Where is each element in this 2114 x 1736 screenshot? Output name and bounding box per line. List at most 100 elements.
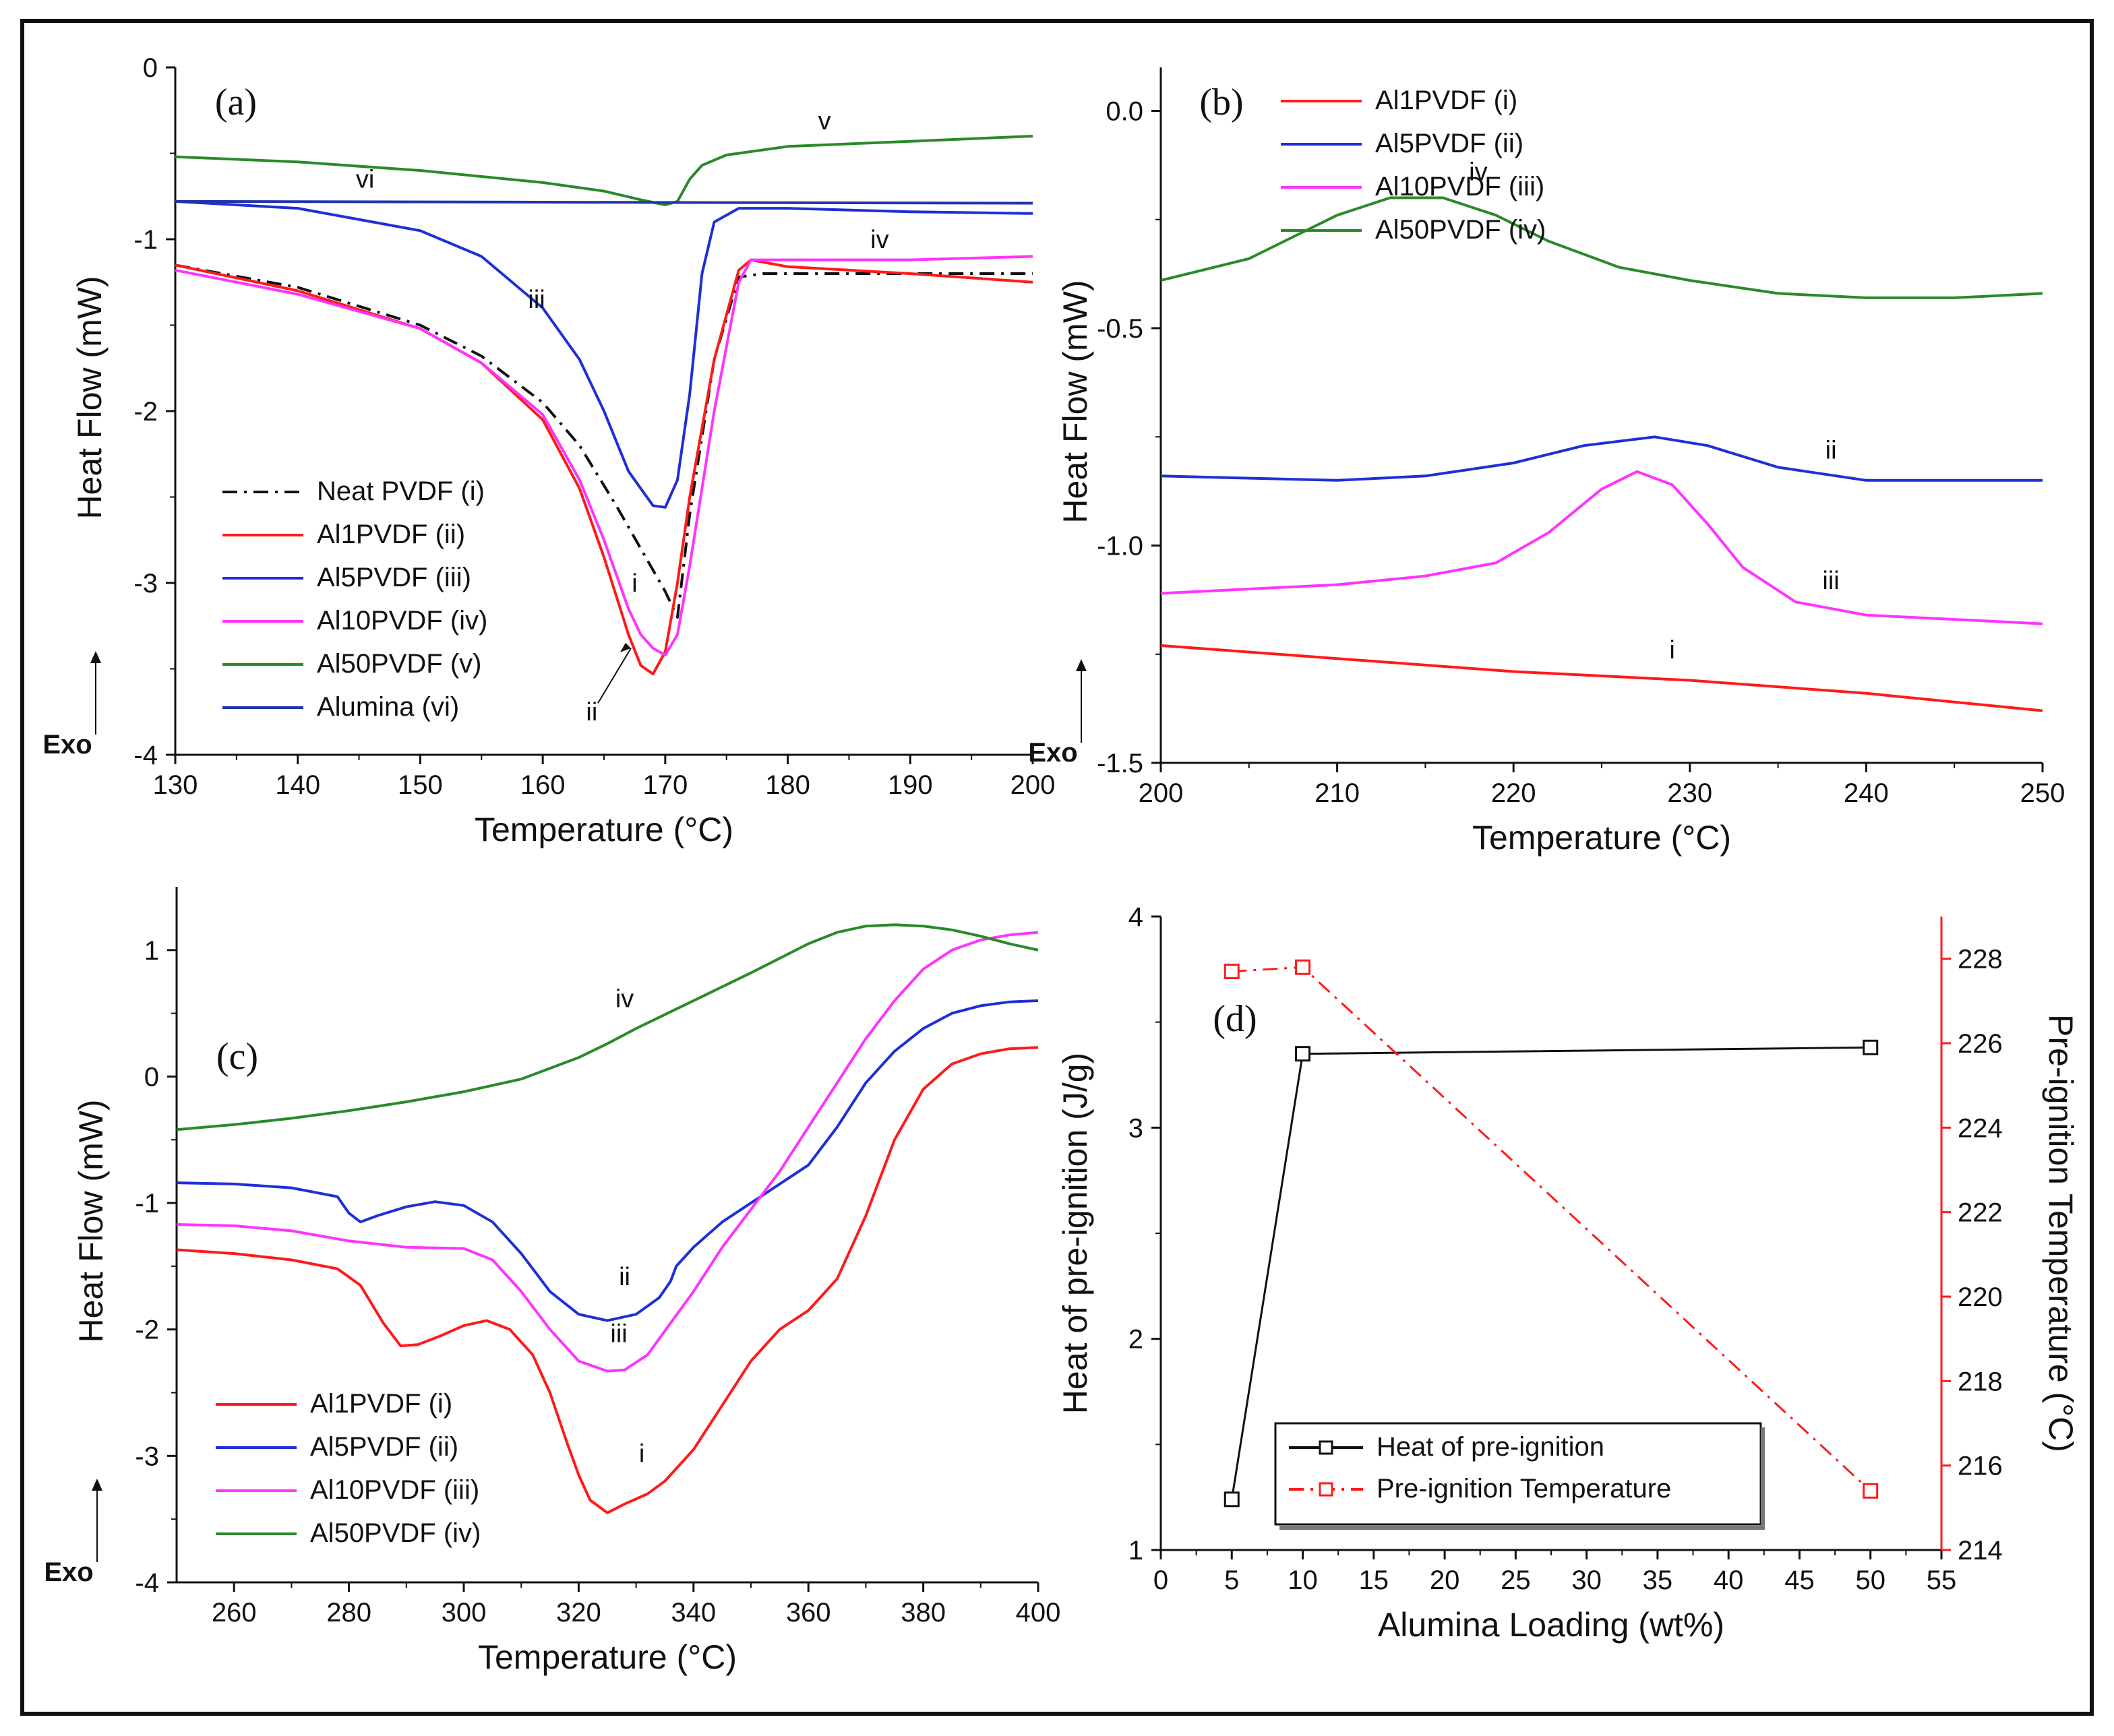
- x-tick-label: 260: [212, 1598, 257, 1628]
- panel-label: (d): [1213, 998, 1257, 1040]
- x-tick-label: 5: [1224, 1566, 1239, 1595]
- x-axis-title: Temperature (°C): [478, 1638, 737, 1676]
- x-tick-label: 50: [1855, 1566, 1885, 1595]
- x-tick-label: 340: [671, 1598, 716, 1628]
- curve-label: iv: [1469, 158, 1487, 187]
- y-axis-title: Heat Flow (mW): [1056, 280, 1094, 523]
- y-tick-label: -2: [133, 397, 158, 427]
- curve-label: iii: [1822, 567, 1839, 595]
- exo-label: Exo: [42, 730, 92, 760]
- x-tick-label: 25: [1501, 1566, 1531, 1595]
- series-line: [1232, 966, 1871, 1492]
- panel-label: (c): [216, 1036, 258, 1078]
- x-tick-label: 35: [1643, 1566, 1673, 1595]
- y-axis-title: Heat of pre-ignition (J/g): [1056, 1053, 1094, 1414]
- x-tick-label: 30: [1571, 1566, 1602, 1595]
- data-point-marker: [1224, 963, 1240, 979]
- y-axis-title: Heat Flow (mW): [71, 276, 109, 519]
- x-tick-label: 55: [1927, 1566, 1957, 1595]
- x-tick-label: 150: [398, 770, 443, 800]
- x-axis-title: Temperature (°C): [1472, 819, 1731, 857]
- x-tick-label: 15: [1359, 1566, 1389, 1595]
- y-tick-label: -4: [133, 741, 158, 770]
- x-tick-label: 300: [442, 1598, 487, 1628]
- y2-tick-label: 228: [1958, 945, 2003, 974]
- legend: Al1PVDF (i) Al5PVDF (ii) Al10PVDF (iii) Al5…: [1281, 86, 1546, 245]
- series-line: [175, 258, 1033, 676]
- y-tick-label: -4: [135, 1568, 159, 1598]
- y-tick-label: -1.5: [1097, 749, 1143, 778]
- legend: Neat PVDF (i) Al1PVDF (ii) Al5PVDF (iii) Al…: [222, 476, 487, 722]
- legend-shadow: [1761, 1427, 1765, 1528]
- exo-arrow-head: [1076, 659, 1087, 671]
- series-line: [1160, 470, 2043, 625]
- y2-tick-label: 218: [1958, 1367, 2003, 1396]
- series-line: [175, 135, 1033, 206]
- legend-label: Al10PVDF (iii): [310, 1475, 479, 1505]
- legend-label: Al50PVDF (iv): [310, 1518, 481, 1548]
- legend-box: [1274, 1422, 1762, 1526]
- legend-label: Al1PVDF (i): [310, 1389, 452, 1419]
- y-tick-label: -0.5: [1097, 314, 1143, 344]
- series-line: [1160, 644, 2043, 712]
- series-line: [1160, 196, 2043, 299]
- x-tick-label: 200: [1010, 770, 1056, 800]
- curve-label: iii: [528, 286, 545, 314]
- y-tick-label: -1.0: [1097, 532, 1143, 561]
- x-tick-label: 40: [1714, 1566, 1744, 1595]
- series-line: [176, 931, 1039, 1373]
- legend: Heat of pre-ignition Pre-ignition Tempera…: [1274, 1422, 1765, 1530]
- legend: Al1PVDF (i) Al5PVDF (ii) Al10PVDF (iii) Al5…: [216, 1389, 481, 1548]
- x-tick-label: 220: [1491, 778, 1536, 808]
- x-tick-label: 160: [520, 770, 566, 800]
- y2-tick-label: 214: [1958, 1536, 2003, 1566]
- curve-label: i: [639, 1440, 644, 1468]
- y2-tick-label: 222: [1958, 1198, 2003, 1228]
- chart-panel-b: 200 210 220 230 240 250 -1.5 -1.0 -0.5 0.0 Tempera…: [1028, 67, 2065, 857]
- x-tick-label: 320: [556, 1598, 601, 1628]
- y-tick-label: 1: [144, 936, 159, 966]
- curve-label: ii: [1825, 437, 1837, 465]
- x-tick-label: 10: [1288, 1566, 1318, 1595]
- y2-tick-label: 220: [1958, 1282, 2003, 1312]
- panel-label: (b): [1199, 82, 1243, 123]
- legend-label: Al10PVDF (iv): [317, 606, 487, 636]
- series-line: [1160, 435, 2043, 482]
- x-tick-label: 230: [1667, 778, 1712, 808]
- legend-label: Al5PVDF (iii): [317, 563, 471, 592]
- data-point-marker: [1863, 1483, 1879, 1499]
- y-tick-label: -1: [135, 1189, 159, 1218]
- x-tick-label: 360: [786, 1598, 831, 1628]
- series-line: [175, 199, 1033, 509]
- x-tick-label: 45: [1784, 1566, 1815, 1595]
- legend-marker: [1319, 1482, 1333, 1497]
- legend-label: Alumina (vi): [317, 692, 459, 722]
- x-tick-label: 240: [1844, 778, 1889, 808]
- y2-tick-label: 226: [1958, 1029, 2003, 1059]
- x-tick-label: 140: [275, 770, 320, 800]
- y2-tick-label: 224: [1958, 1113, 2003, 1143]
- curve-label: i: [1669, 636, 1674, 664]
- series-line: [176, 1046, 1039, 1514]
- legend-marker: [1319, 1440, 1333, 1455]
- y-tick-label: 2: [1128, 1325, 1143, 1355]
- chart-panel-d: 0 5 10 15 20 25 30 35 40 45 50 55 1 2 3 4 214 216 218 220 22…: [1056, 902, 2080, 1644]
- exo-label: Exo: [1028, 738, 1077, 768]
- legend-label: Al5PVDF (ii): [1375, 129, 1523, 158]
- series-line: [176, 999, 1039, 1322]
- x-tick-label: 280: [326, 1598, 371, 1628]
- x-tick-label: 130: [153, 770, 198, 800]
- y-tick-label: 0.0: [1106, 97, 1143, 127]
- y-tick-label: 3: [1128, 1113, 1143, 1143]
- y-axis-title: Heat Flow (mW): [72, 1099, 110, 1342]
- curve-label: ii: [619, 1263, 630, 1291]
- panel-label: (a): [215, 82, 257, 123]
- legend-label: Al1PVDF (i): [1375, 86, 1517, 115]
- curve-label: vi: [356, 166, 374, 194]
- series-line: [175, 264, 1033, 619]
- series-line: [175, 199, 1033, 205]
- x-tick-label: 200: [1139, 778, 1184, 808]
- x-tick-label: 0: [1153, 1566, 1168, 1595]
